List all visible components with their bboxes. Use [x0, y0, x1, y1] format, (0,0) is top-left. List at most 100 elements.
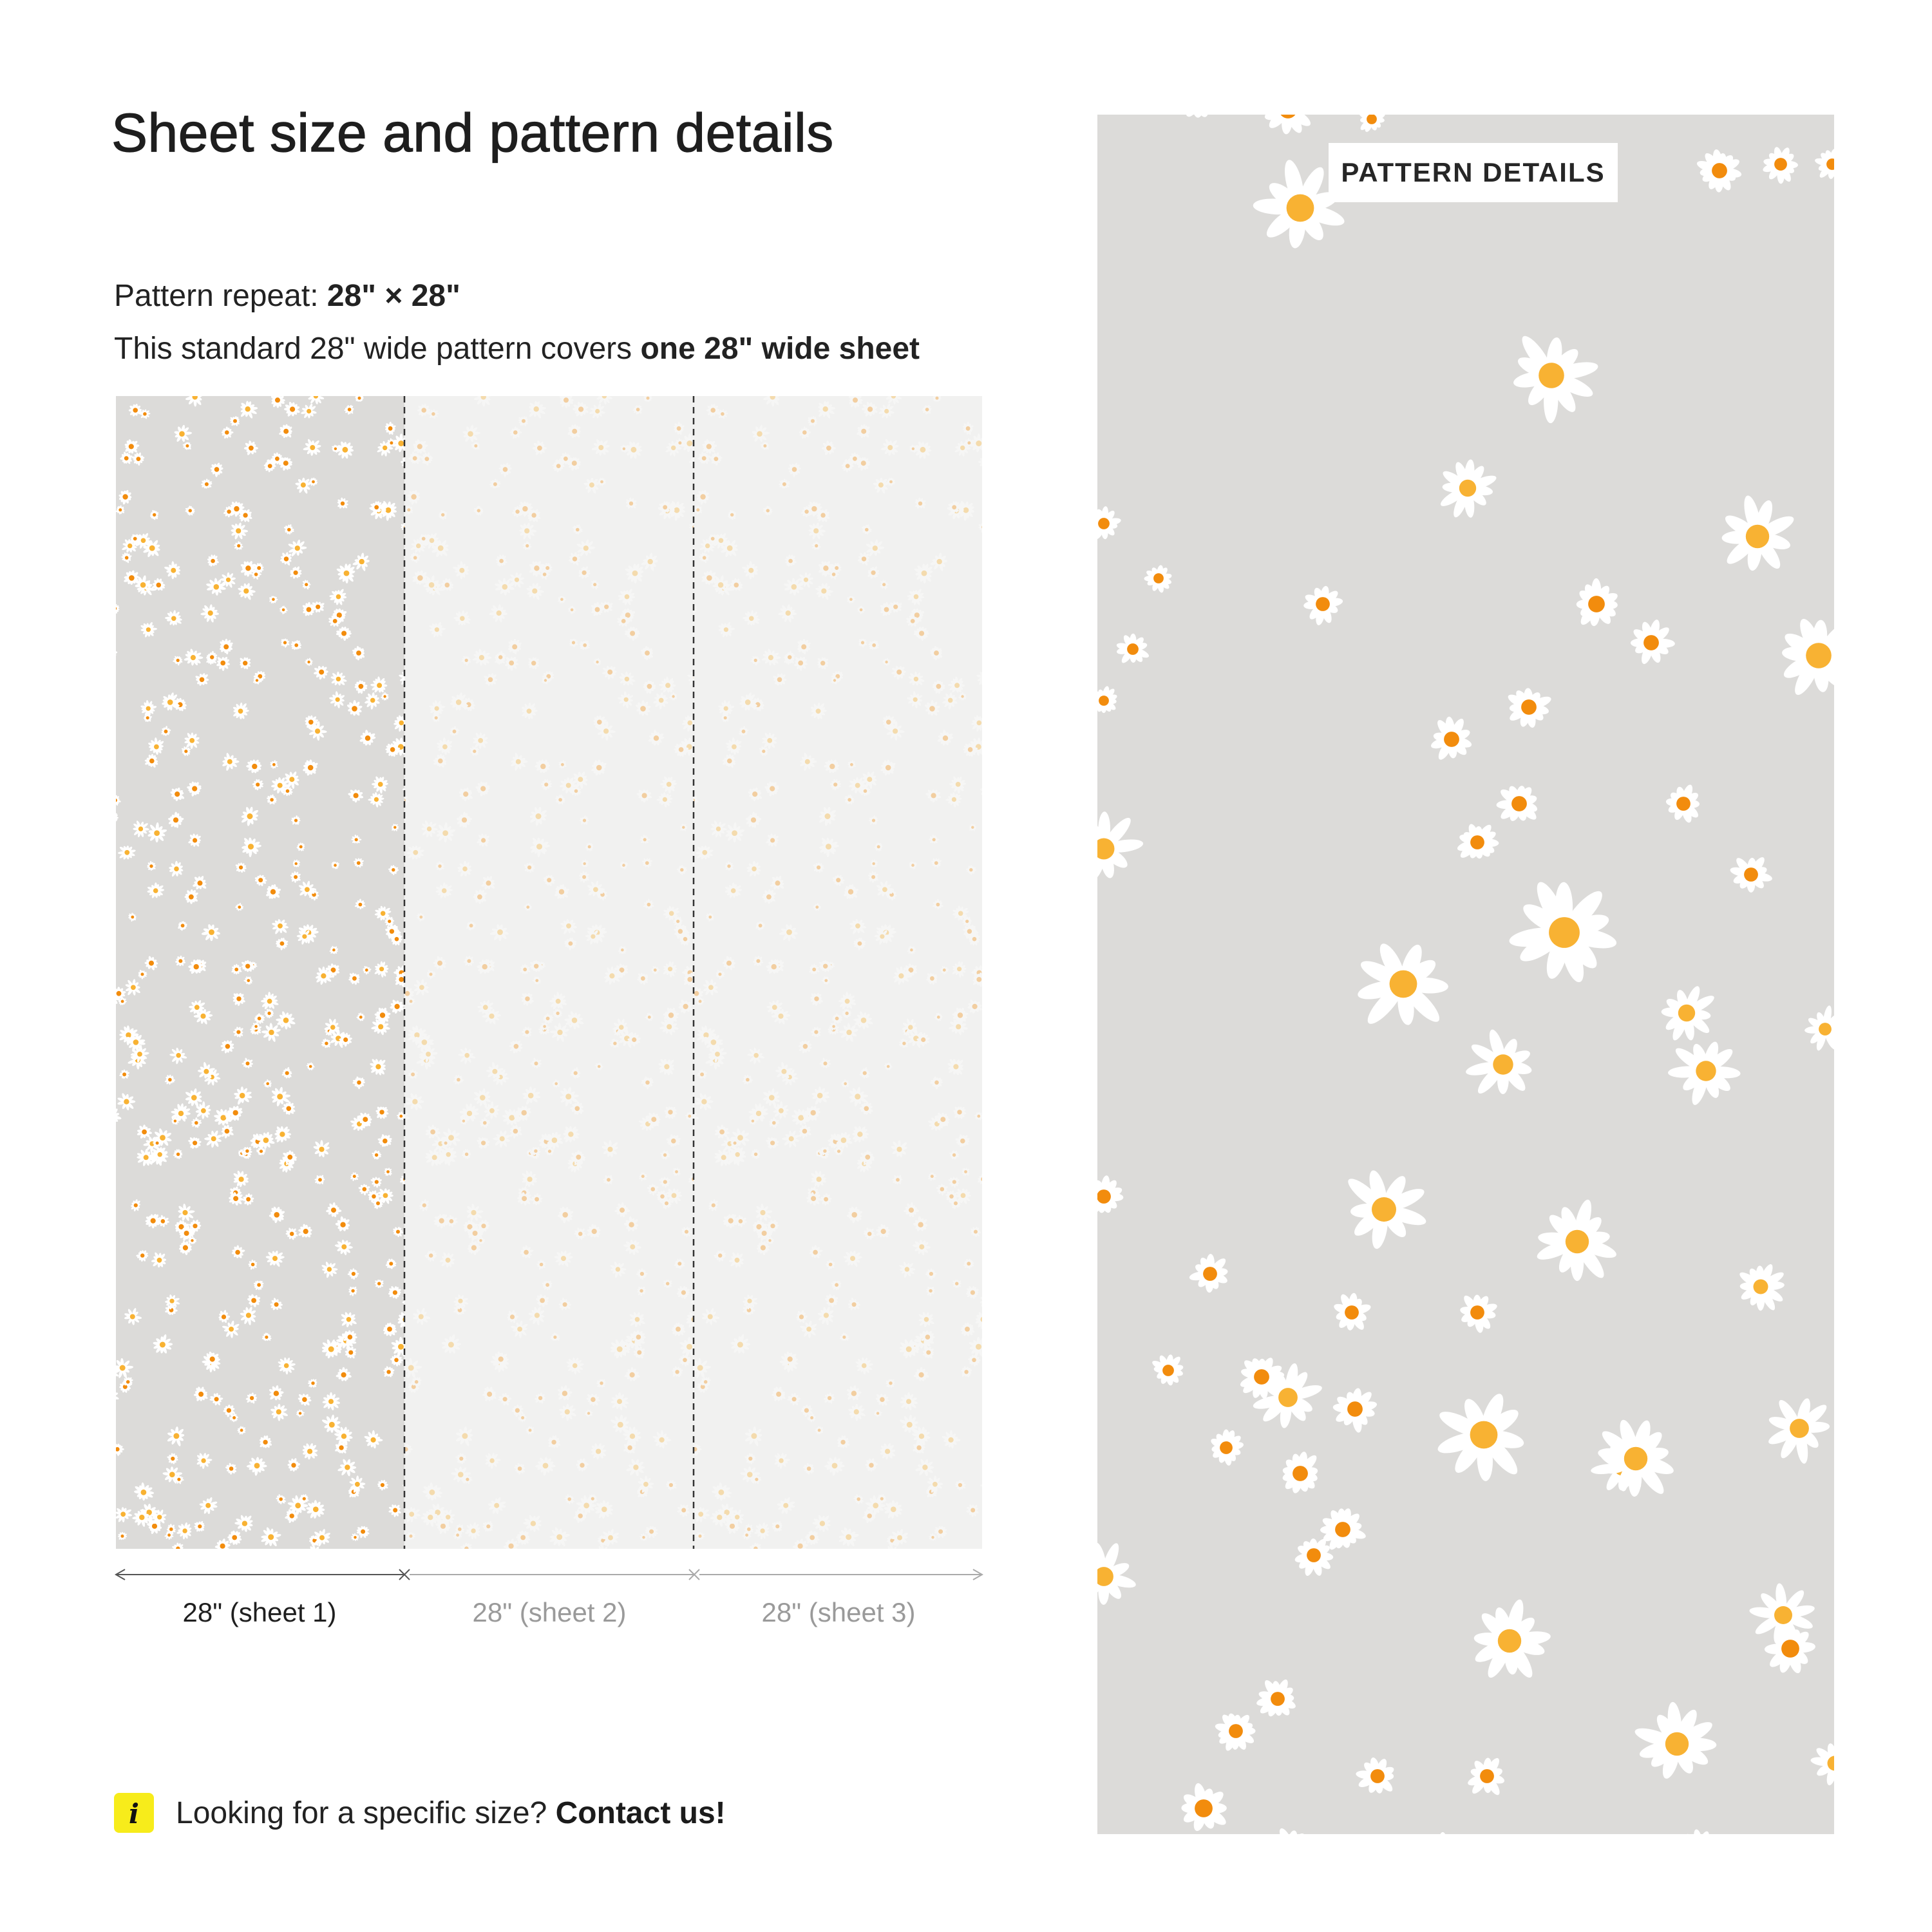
- daisy-flower: [567, 457, 581, 471]
- daisy-flower: [965, 865, 977, 875]
- daisy-flower: [359, 730, 376, 746]
- daisy-flower: [495, 554, 507, 567]
- daisy-flower: [412, 1377, 422, 1387]
- daisy-flower: [610, 1414, 629, 1434]
- daisy-flower: [809, 1245, 823, 1258]
- daisy-flower: [766, 959, 782, 974]
- daisy-flower: [188, 1236, 197, 1244]
- daisy-flower: [620, 861, 629, 869]
- daisy-flower: [852, 1126, 869, 1142]
- daisy-flower: [760, 442, 769, 450]
- daisy-flower: [772, 1520, 782, 1532]
- daisy-flower: [922, 1347, 934, 1359]
- daisy-flower: [848, 1298, 861, 1311]
- daisy-flower: [956, 1188, 971, 1204]
- daisy-flower: [824, 759, 840, 773]
- daisy-flower: [128, 913, 137, 922]
- pattern-details-badge: PATTERN DETAILS: [1329, 143, 1618, 202]
- daisy-flower: [221, 426, 234, 439]
- daisy-flower: [285, 1227, 298, 1240]
- daisy-flower: [618, 945, 627, 954]
- daisy-flower: [968, 737, 982, 756]
- daisy-flower: [383, 1322, 397, 1336]
- daisy-flower: [331, 861, 340, 869]
- daisy-flower: [799, 1124, 811, 1139]
- daisy-flower: [174, 1474, 184, 1484]
- daisy-flower: [143, 713, 153, 723]
- daisy-flower: [574, 1227, 587, 1240]
- daisy-flower: [169, 1047, 187, 1065]
- daisy-flower: [269, 1385, 284, 1401]
- daisy-flower: [904, 1202, 920, 1218]
- daisy-flower: [529, 806, 547, 826]
- daisy-flower: [1356, 1757, 1394, 1794]
- daisy-flower: [193, 875, 207, 890]
- daisy-flower: [861, 524, 872, 535]
- daisy-flower: [158, 1215, 170, 1227]
- daisy-flower: [886, 1379, 895, 1388]
- daisy-flower: [710, 1509, 730, 1527]
- daisy-flower: [540, 1022, 549, 1031]
- daisy-flower: [424, 533, 440, 549]
- daisy-flower: [676, 865, 688, 875]
- daisy-flower: [631, 1330, 646, 1344]
- daisy-flower: [408, 451, 421, 464]
- daisy-flower: [490, 1352, 509, 1373]
- daisy-flower: [636, 1486, 648, 1498]
- daisy-flower: [815, 583, 833, 600]
- daisy-flower: [587, 880, 605, 897]
- daisy-flower: [116, 1366, 119, 1377]
- daisy-flower: [298, 1224, 312, 1238]
- daisy-flower: [1181, 1783, 1227, 1832]
- daisy-flower: [140, 409, 151, 419]
- daisy-flower: [123, 1377, 133, 1387]
- daisy-flower: [171, 1542, 184, 1549]
- daisy-flower: [559, 452, 572, 464]
- daisy-flower: [311, 601, 325, 613]
- daisy-flower: [184, 649, 204, 666]
- daisy-flower: [929, 834, 940, 844]
- daisy-flower: [529, 401, 547, 419]
- daisy-flower: [263, 1079, 272, 1088]
- daisy-flower: [283, 1150, 298, 1165]
- daisy-flower: [613, 1026, 623, 1036]
- daisy-flower: [699, 552, 710, 564]
- daisy-flower: [303, 759, 318, 776]
- daisy-flower: [810, 702, 827, 719]
- daisy-flower: [867, 871, 878, 883]
- daisy-flower: [455, 1453, 467, 1464]
- daisy-flower: [429, 700, 446, 716]
- daisy-flower: [601, 1529, 619, 1547]
- daisy-flower: [116, 1443, 124, 1456]
- daisy-flower: [658, 1059, 675, 1075]
- daisy-flower: [571, 1150, 586, 1165]
- daisy-flower: [119, 1069, 130, 1079]
- daisy-flower: [251, 569, 261, 580]
- daisy-flower: [971, 433, 982, 453]
- daisy-flower: [456, 811, 473, 828]
- daisy-flower: [600, 601, 613, 613]
- daisy-flower: [696, 997, 705, 1005]
- daisy-flower: [666, 1479, 677, 1491]
- daisy-flower: [612, 1018, 629, 1036]
- daisy-flower: [967, 1354, 981, 1367]
- daisy-flower: [552, 1079, 560, 1088]
- daisy-flower: [1496, 786, 1538, 821]
- daisy-flower: [391, 824, 399, 831]
- daisy-flower: [484, 1101, 500, 1119]
- daisy-flower: [932, 898, 943, 910]
- daisy-flower: [838, 1527, 859, 1547]
- daisy-flower: [821, 976, 831, 985]
- daisy-flower: [534, 1392, 546, 1404]
- daisy-flower: [908, 671, 925, 686]
- daisy-flower: [219, 638, 233, 655]
- daisy-flower: [330, 671, 347, 686]
- daisy-flower: [439, 1252, 455, 1268]
- daisy-flower: [188, 1137, 202, 1149]
- daisy-flower: [404, 1366, 408, 1377]
- daisy-flower: [459, 1103, 479, 1122]
- daisy-flower: [302, 580, 311, 590]
- daisy-flower: [1457, 824, 1499, 859]
- contact-us-link[interactable]: Contact us!: [555, 1795, 726, 1830]
- daisy-flower: [493, 1069, 509, 1086]
